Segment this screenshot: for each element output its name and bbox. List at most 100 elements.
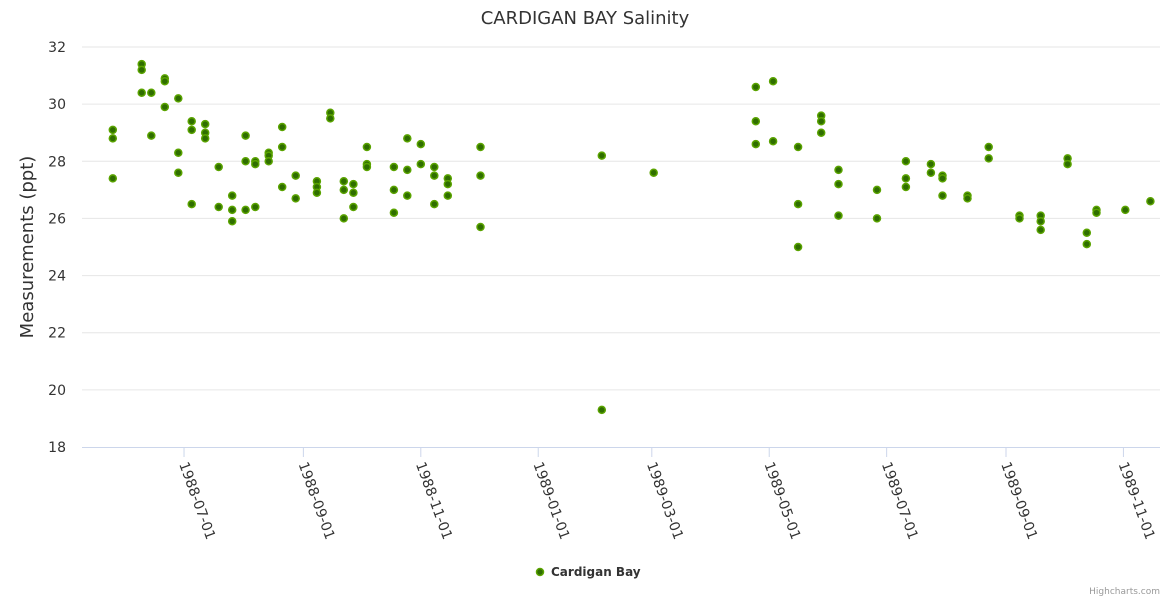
data-point[interactable] (1015, 214, 1024, 223)
data-point[interactable] (389, 162, 399, 172)
data-point[interactable] (362, 162, 372, 172)
data-point[interactable] (834, 179, 843, 189)
data-point[interactable] (349, 179, 358, 189)
data-point[interactable] (649, 168, 658, 177)
data-point[interactable] (349, 202, 358, 212)
data-point[interactable] (108, 125, 118, 135)
data-point[interactable] (816, 117, 826, 126)
data-point[interactable] (174, 148, 183, 157)
data-point[interactable] (251, 202, 260, 212)
data-point[interactable] (1036, 225, 1045, 235)
data-point[interactable] (277, 182, 287, 192)
data-point[interactable] (227, 191, 237, 200)
data-point[interactable] (147, 88, 156, 97)
data-point[interactable] (214, 162, 223, 172)
legend-marker[interactable] (535, 567, 545, 577)
data-point[interactable] (430, 171, 439, 180)
data-point[interactable] (108, 134, 118, 143)
data-point[interactable] (403, 191, 412, 200)
data-point[interactable] (926, 159, 936, 169)
data-point[interactable] (768, 77, 778, 86)
data-point[interactable] (1036, 217, 1045, 226)
data-point[interactable] (768, 137, 778, 146)
data-point[interactable] (443, 179, 453, 189)
data-point[interactable] (277, 122, 287, 132)
data-point[interactable] (264, 157, 273, 166)
data-point[interactable] (834, 211, 843, 220)
data-point[interactable] (901, 182, 911, 192)
data-point[interactable] (926, 168, 936, 177)
data-point[interactable] (1092, 208, 1101, 217)
data-point[interactable] (108, 174, 118, 183)
data-point[interactable] (339, 185, 349, 195)
data-point[interactable] (872, 214, 882, 223)
data-point[interactable] (389, 185, 399, 195)
data-point[interactable] (1082, 228, 1092, 237)
data-point[interactable] (751, 117, 761, 126)
data-point[interactable] (277, 142, 287, 152)
data-point[interactable] (339, 177, 349, 186)
data-point[interactable] (291, 194, 300, 203)
data-point[interactable] (187, 117, 196, 126)
data-point[interactable] (227, 217, 237, 226)
data-point[interactable] (443, 191, 453, 200)
data-point[interactable] (362, 142, 372, 152)
data-point[interactable] (416, 159, 426, 169)
data-point[interactable] (174, 94, 183, 103)
data-point[interactable] (312, 188, 322, 197)
data-point[interactable] (1121, 205, 1130, 215)
legend-item-cardigan-bay[interactable]: Cardigan Bay (551, 565, 641, 579)
data-point[interactable] (476, 142, 485, 152)
data-point[interactable] (291, 171, 300, 180)
data-point[interactable] (227, 205, 237, 215)
credits-link[interactable]: Highcharts.com (1089, 587, 1160, 597)
data-point[interactable] (403, 165, 412, 175)
data-point[interactable] (187, 199, 196, 209)
data-point[interactable] (597, 405, 607, 415)
data-point[interactable] (416, 139, 426, 149)
data-point[interactable] (147, 131, 156, 140)
data-point[interactable] (834, 165, 843, 175)
data-point[interactable] (241, 157, 250, 166)
data-point[interactable] (597, 151, 607, 160)
data-point[interactable] (938, 174, 947, 183)
data-point[interactable] (751, 139, 761, 149)
data-point[interactable] (751, 82, 761, 92)
data-point[interactable] (389, 208, 399, 217)
data-point[interactable] (349, 188, 358, 197)
data-point[interactable] (1082, 239, 1092, 249)
data-point[interactable] (137, 65, 146, 75)
data-point[interactable] (160, 77, 170, 86)
data-point[interactable] (430, 199, 439, 209)
data-point[interactable] (174, 168, 183, 177)
data-point[interactable] (963, 194, 972, 203)
data-point[interactable] (251, 159, 260, 169)
data-point[interactable] (403, 134, 412, 143)
data-point[interactable] (339, 214, 349, 223)
data-point[interactable] (326, 114, 335, 123)
data-point[interactable] (200, 134, 210, 143)
data-point[interactable] (200, 119, 210, 129)
data-point[interactable] (1063, 159, 1072, 169)
data-point[interactable] (241, 205, 250, 215)
data-point[interactable] (1146, 197, 1155, 206)
data-point[interactable] (901, 157, 911, 166)
data-point[interactable] (872, 185, 882, 195)
data-point[interactable] (984, 154, 993, 163)
data-point[interactable] (476, 222, 485, 232)
data-point[interactable] (476, 171, 485, 180)
data-point[interactable] (430, 162, 439, 172)
data-point[interactable] (984, 142, 993, 152)
data-point[interactable] (214, 202, 223, 212)
data-point[interactable] (793, 242, 803, 252)
data-point[interactable] (160, 102, 170, 112)
data-point[interactable] (137, 88, 146, 97)
data-point[interactable] (938, 191, 947, 200)
legend[interactable]: Cardigan Bay (535, 565, 641, 579)
data-point[interactable] (241, 131, 250, 140)
data-point[interactable] (187, 125, 196, 135)
data-point[interactable] (901, 174, 911, 183)
data-point[interactable] (793, 199, 803, 209)
data-point[interactable] (793, 142, 803, 152)
data-point[interactable] (816, 128, 826, 137)
